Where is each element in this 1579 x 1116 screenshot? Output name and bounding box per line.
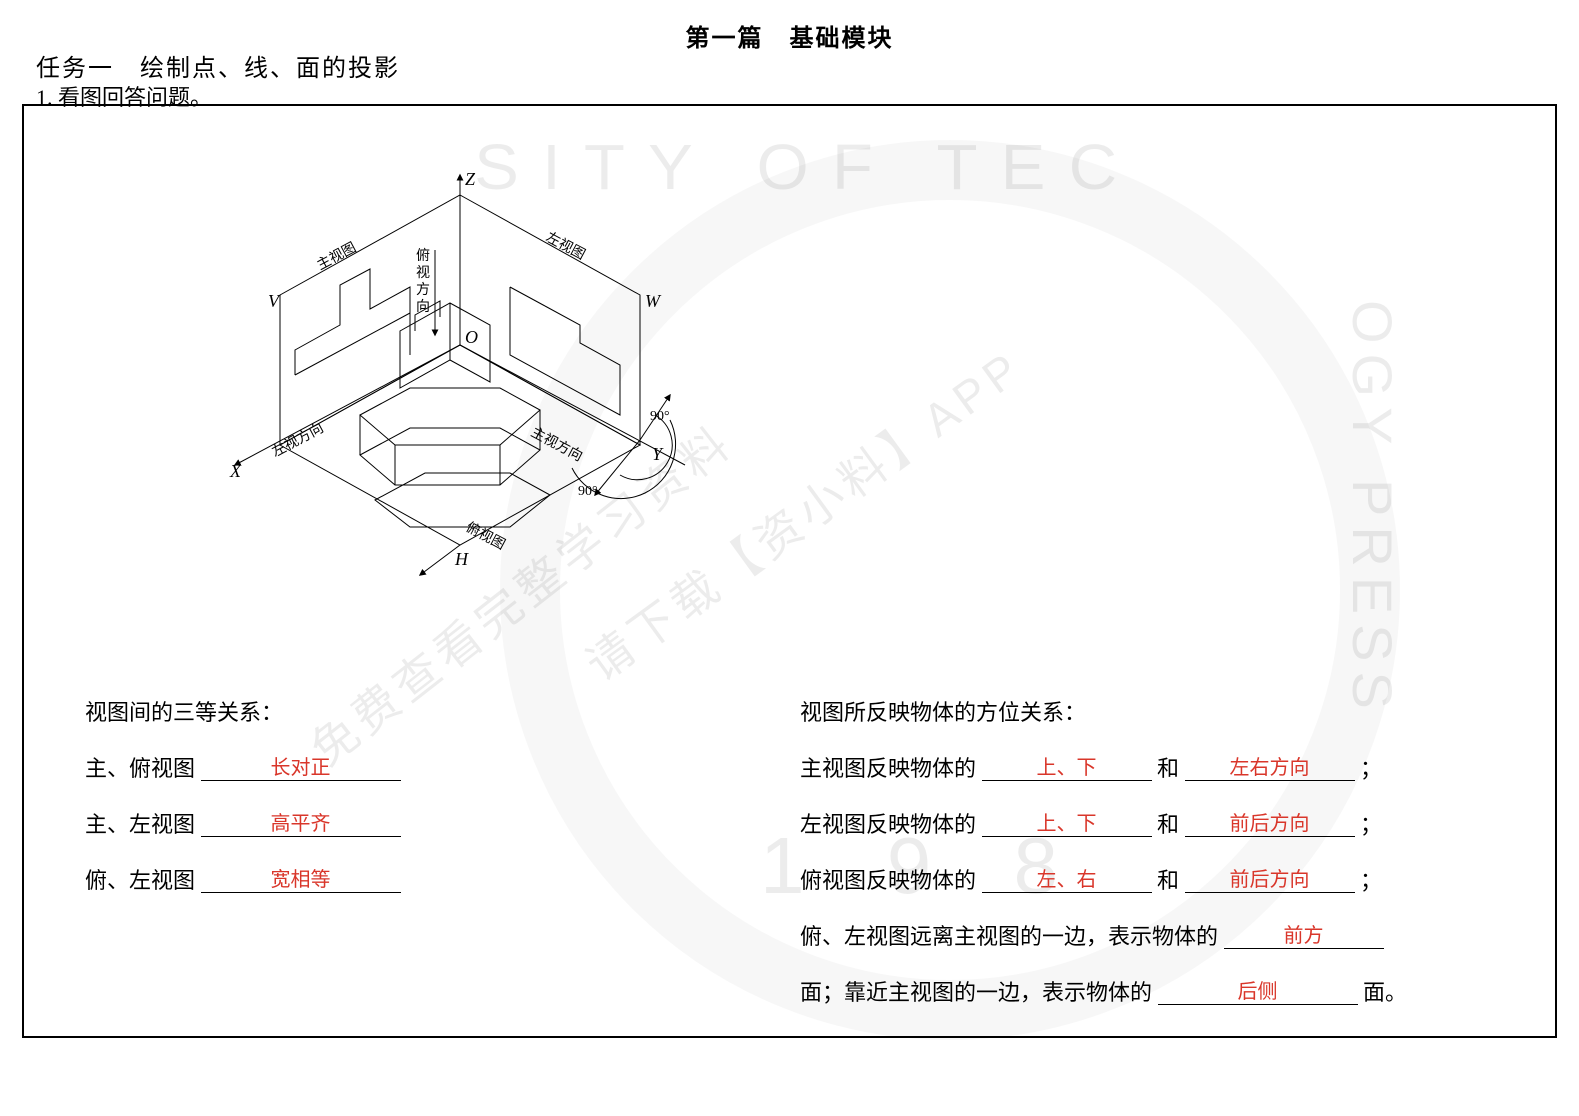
v-plane-label: V bbox=[268, 291, 281, 311]
w-plane-label: W bbox=[645, 291, 662, 311]
left-row-0-answer: 长对正 bbox=[201, 751, 401, 781]
right-row-0-mid: 和 bbox=[1157, 756, 1179, 781]
right-row-0-suffix: ； bbox=[1360, 756, 1382, 781]
right-row-4-text: 面；靠近主视图的一边，表示物体的 bbox=[800, 980, 1152, 1005]
left-row-1-label: 主、左视图 bbox=[85, 812, 195, 837]
top-dir-1: 俯 bbox=[416, 248, 430, 264]
top-dir-4: 向 bbox=[416, 299, 430, 315]
left-row-2: 俯、左视图 宽相等 bbox=[85, 863, 605, 895]
right-row-0-prefix: 主视图反映物体的 bbox=[800, 756, 976, 781]
left-row-1-answer: 高平齐 bbox=[201, 807, 401, 837]
right-row-0-a1: 上、下 bbox=[982, 751, 1152, 781]
left-answer-block: 视图间的三等关系： 主、俯视图 长对正 主、左视图 高平齐 俯、左视图 宽相等 bbox=[85, 695, 605, 895]
axis-z-label: Z bbox=[465, 169, 476, 189]
axis-x-label: X bbox=[229, 461, 242, 481]
angle-90-b: 90° bbox=[578, 484, 598, 499]
right-row-4: 面；靠近主视图的一边，表示物体的 后侧 面。 bbox=[800, 975, 1500, 1007]
right-row-3: 俯、左视图远离主视图的一边，表示物体的 前方 bbox=[800, 919, 1500, 951]
right-row-2-mid: 和 bbox=[1157, 868, 1179, 893]
right-row-1-mid: 和 bbox=[1157, 812, 1179, 837]
right-row-1-suffix: ； bbox=[1360, 812, 1382, 837]
right-row-3-text: 俯、左视图远离主视图的一边，表示物体的 bbox=[800, 924, 1218, 949]
right-row-1-a2: 前后方向 bbox=[1185, 807, 1355, 837]
right-row-0: 主视图反映物体的 上、下 和 左右方向 ； bbox=[800, 751, 1500, 783]
right-row-0-a2: 左右方向 bbox=[1185, 751, 1355, 781]
front-dir-label: 主视方向 bbox=[528, 424, 585, 464]
right-row-2-a2: 前后方向 bbox=[1185, 863, 1355, 893]
axis-y-label: Y bbox=[652, 444, 664, 464]
left-row-0: 主、俯视图 长对正 bbox=[85, 751, 605, 783]
right-row-2-suffix: ； bbox=[1360, 868, 1382, 893]
left-block-title: 视图间的三等关系： bbox=[85, 695, 605, 727]
right-row-3-answer: 前方 bbox=[1224, 919, 1384, 949]
right-row-2-prefix: 俯视图反映物体的 bbox=[800, 868, 976, 893]
right-row-2: 俯视图反映物体的 左、右 和 前后方向 ； bbox=[800, 863, 1500, 895]
right-row-1: 左视图反映物体的 上、下 和 前后方向 ； bbox=[800, 807, 1500, 839]
right-answer-block: 视图所反映物体的方位关系： 主视图反映物体的 上、下 和 左右方向 ； 左视图反… bbox=[800, 695, 1500, 1007]
task-title: 任务一 绘制点、线、面的投影 bbox=[36, 48, 400, 83]
h-plane-label: H bbox=[454, 549, 469, 569]
projection-diagram: Z X Y O V W H 主视图 左视图 俯视图 左视方向 主视方向 俯 视 … bbox=[200, 165, 760, 625]
right-row-1-a1: 上、下 bbox=[982, 807, 1152, 837]
origin-label: O bbox=[465, 327, 478, 347]
angle-90-a: 90° bbox=[650, 409, 670, 424]
left-row-2-label: 俯、左视图 bbox=[85, 868, 195, 893]
right-row-4-answer: 后侧 bbox=[1158, 975, 1358, 1005]
chapter-title: 第一篇 基础模块 bbox=[686, 18, 894, 53]
right-row-4-suffix: 面。 bbox=[1363, 980, 1407, 1005]
top-dir-2: 视 bbox=[416, 265, 430, 281]
top-view-label: 俯视图 bbox=[463, 519, 508, 553]
top-dir-3: 方 bbox=[416, 282, 430, 298]
left-row-2-answer: 宽相等 bbox=[201, 863, 401, 893]
right-row-1-prefix: 左视图反映物体的 bbox=[800, 812, 976, 837]
left-row-0-label: 主、俯视图 bbox=[85, 756, 195, 781]
right-block-title: 视图所反映物体的方位关系： bbox=[800, 695, 1500, 727]
left-view-label: 左视图 bbox=[543, 229, 588, 263]
front-view-label: 主视图 bbox=[314, 240, 359, 274]
right-row-2-a1: 左、右 bbox=[982, 863, 1152, 893]
left-row-1: 主、左视图 高平齐 bbox=[85, 807, 605, 839]
